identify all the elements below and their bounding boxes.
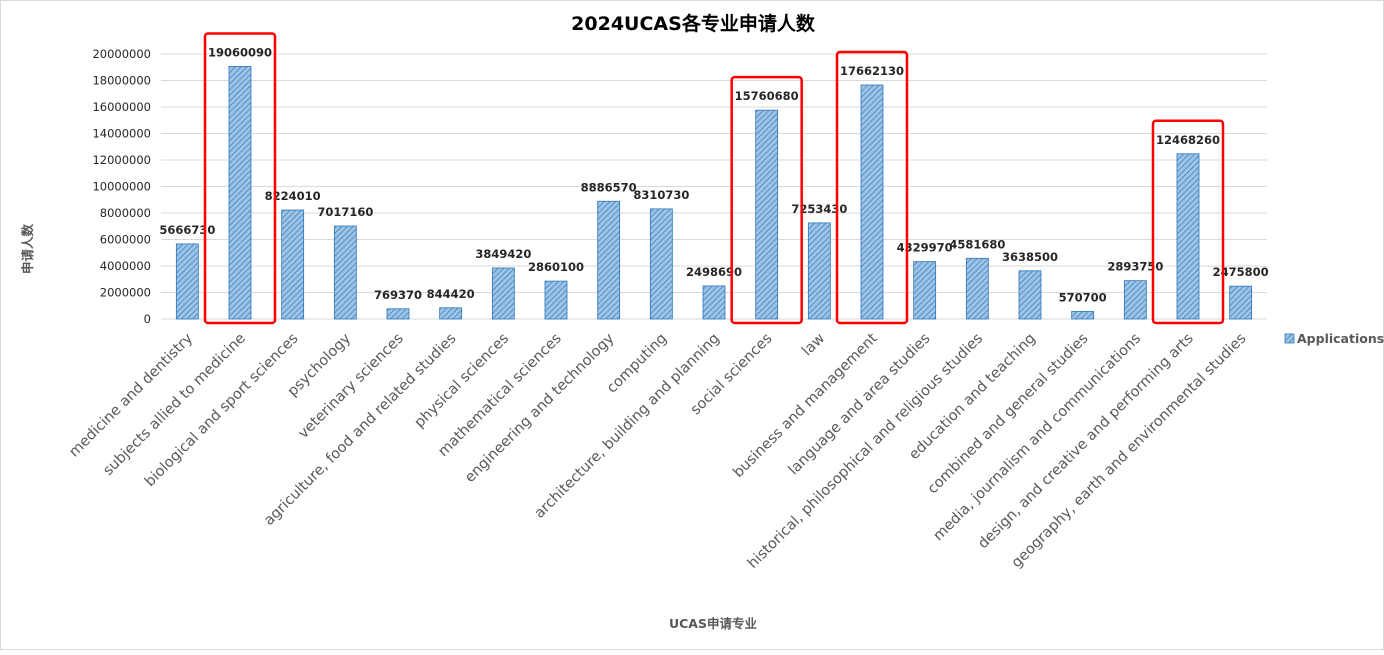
bar	[1229, 285, 1253, 320]
data-label: 2893750	[1107, 260, 1163, 274]
highlight-boxes	[203, 32, 1225, 325]
bar	[491, 267, 515, 320]
bar	[649, 208, 673, 320]
data-label: 7017160	[317, 205, 373, 219]
bar	[175, 243, 199, 320]
x-axis-title: UCAS申请专业	[669, 616, 758, 631]
data-label: 3638500	[1002, 250, 1058, 264]
bar	[597, 200, 621, 320]
data-label: 4329970	[897, 241, 953, 255]
y-tick-label: 2000000	[100, 286, 151, 300]
bar	[281, 209, 305, 320]
data-label: 19060090	[208, 45, 272, 59]
bar	[439, 307, 463, 320]
bar	[1071, 311, 1095, 320]
bar	[1123, 280, 1147, 320]
y-axis-title: 申请人数	[20, 224, 35, 275]
highlight-box	[1151, 119, 1225, 325]
data-label: 769370	[374, 288, 422, 302]
highlight-box	[203, 32, 277, 325]
y-tick-label: 16000000	[92, 100, 151, 114]
y-axis-ticks: 0 2000000 4000000 6000000 8000000 10000000 120…	[92, 47, 151, 326]
y-tick-label: 8000000	[100, 206, 151, 220]
legend-label: Applications	[1297, 331, 1384, 346]
y-tick-label: 14000000	[92, 127, 151, 141]
x-tick-label: veterinary sciences	[295, 331, 406, 442]
data-label: 2860100	[528, 260, 584, 274]
data-label: 12468260	[1156, 133, 1220, 147]
data-label: 570700	[1059, 290, 1107, 304]
bar	[1176, 153, 1200, 320]
y-tick-label: 12000000	[92, 153, 151, 167]
y-tick-label: 4000000	[100, 259, 151, 273]
bar	[965, 257, 989, 320]
y-tick-label: 10000000	[92, 180, 151, 194]
bar	[544, 280, 568, 320]
highlight-box	[730, 75, 803, 325]
legend-swatch	[1284, 333, 1295, 344]
gridlines	[161, 53, 1267, 320]
data-label: 3849420	[475, 247, 531, 261]
data-labels: 5666730 19060090 8224010 7017160 769370 84442…	[159, 45, 1268, 304]
data-label: 5666730	[159, 223, 215, 237]
x-tick-label: law	[799, 330, 828, 359]
x-tick-label: physical sciences	[412, 331, 513, 432]
bar	[807, 222, 831, 320]
bars	[175, 66, 1253, 320]
y-tick-label: 0	[144, 312, 151, 326]
data-label: 7253430	[791, 202, 847, 216]
highlight-box	[835, 50, 909, 325]
bar	[228, 66, 252, 320]
bar	[1018, 270, 1042, 320]
bar	[860, 84, 884, 320]
data-label: 8224010	[265, 189, 321, 203]
data-label: 8886570	[581, 180, 637, 194]
data-label: 17662130	[840, 64, 904, 78]
bar	[333, 225, 357, 320]
x-tick-label: agriculture, food and related studies	[261, 331, 459, 529]
bar	[386, 308, 410, 320]
legend: Applications	[1284, 331, 1384, 346]
y-tick-label: 6000000	[100, 233, 151, 247]
bar	[913, 261, 937, 320]
data-label: 2498690	[686, 265, 742, 279]
y-tick-label: 20000000	[92, 47, 151, 61]
x-tick-label: architecture, building and planning	[532, 331, 723, 522]
data-label: 15760680	[735, 89, 799, 103]
bar	[702, 285, 726, 320]
chart-title: 2024UCAS各专业申请人数	[571, 12, 816, 35]
data-label: 4581680	[949, 237, 1005, 251]
data-label: 8310730	[633, 188, 689, 202]
data-label: 844420	[427, 287, 475, 301]
data-label: 2475800	[1213, 265, 1269, 279]
bar	[755, 109, 779, 320]
y-tick-label: 18000000	[92, 74, 151, 88]
